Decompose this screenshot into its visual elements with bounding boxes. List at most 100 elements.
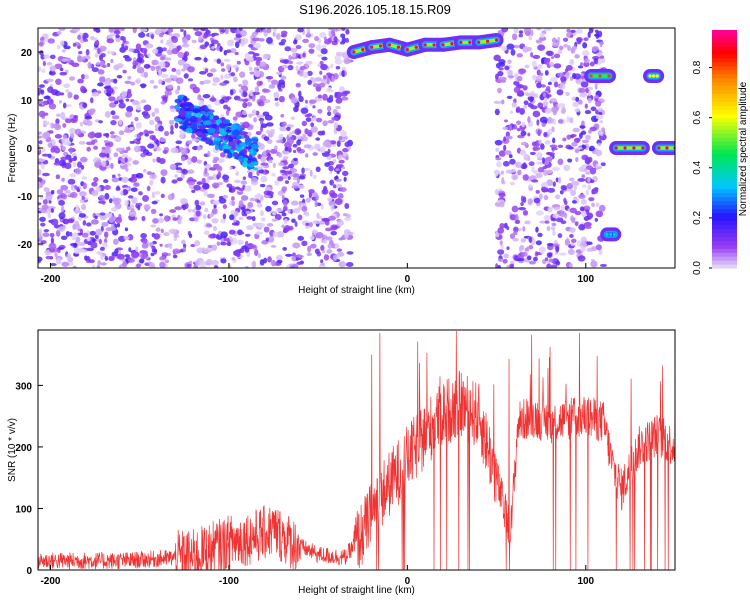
colorbar-segment xyxy=(712,73,737,79)
colorbar-segment xyxy=(712,149,737,154)
colorbar-segment xyxy=(712,105,737,110)
heatmap-feature-noise xyxy=(38,28,354,268)
snr-ytick-label: 200 xyxy=(15,443,32,454)
colorbar-segment xyxy=(712,117,737,122)
colorbar-segment xyxy=(712,89,737,95)
colorbar-segment xyxy=(712,160,737,166)
colorbar-segment xyxy=(712,109,737,114)
heatmap-xlabel: Height of straight line (km) xyxy=(298,285,415,296)
colorbar-segment xyxy=(712,256,737,261)
heatmap-xtick-label: 100 xyxy=(577,274,594,285)
colorbar-segment xyxy=(712,69,737,75)
colorbar-tick-label: 0.0 xyxy=(692,261,703,275)
colorbar-tick-label: 0.8 xyxy=(692,60,703,74)
colorbar-segment xyxy=(712,33,737,39)
colorbar-segment xyxy=(712,156,737,162)
colorbar-segment xyxy=(712,240,737,245)
heatmap-feature-track xyxy=(600,227,622,242)
colorbar-tick-label: 0.2 xyxy=(692,211,703,225)
colorbar-segment xyxy=(712,208,737,214)
colorbar-segment xyxy=(712,133,737,138)
colorbar-segment xyxy=(712,168,737,174)
heatmap-xtick-label: 0 xyxy=(405,274,411,285)
colorbar-segment xyxy=(712,176,737,182)
colorbar-segment xyxy=(712,93,737,99)
heatmap-xtick-label: -100 xyxy=(219,274,239,285)
heatmap-feature-track xyxy=(346,33,504,59)
snr-xtick-label: -200 xyxy=(40,576,60,587)
colorbar-segment xyxy=(712,184,737,190)
colorbar-segment xyxy=(712,113,737,118)
snr-series-line xyxy=(38,330,675,570)
heatmap-feature-track xyxy=(643,69,665,83)
snr-xtick-label: 0 xyxy=(405,576,411,587)
colorbar-segment xyxy=(712,172,737,178)
colorbar-segment xyxy=(712,188,737,194)
colorbar-segment xyxy=(712,236,737,241)
colorbar-segment xyxy=(712,145,737,150)
colorbar-segment xyxy=(712,212,737,218)
colorbar-segment xyxy=(712,196,737,202)
colorbar-segment xyxy=(712,57,737,63)
page-title: S196.2026.105.18.15.R09 xyxy=(299,2,451,17)
colorbar-segment xyxy=(712,244,737,249)
colorbar-segment xyxy=(712,137,737,142)
colorbar-segment xyxy=(712,224,737,229)
colorbar-segment xyxy=(712,85,737,91)
colorbar-segment xyxy=(712,232,737,237)
snr-plot-area xyxy=(38,330,675,570)
heatmap-feature-blob xyxy=(173,94,259,171)
snr-ylabel: SNR (10 * v/v) xyxy=(7,418,18,482)
colorbar-segment xyxy=(712,125,737,130)
colorbar-segment xyxy=(712,152,737,158)
colorbar-segment xyxy=(712,41,737,47)
colorbar-segment xyxy=(712,216,737,221)
heatmap-ytick-label: 0 xyxy=(26,144,32,155)
colorbar-segment xyxy=(712,81,737,87)
heatmap-ytick-label: 20 xyxy=(21,48,33,59)
snr-line-chart: -200 -100 0 100 0 100 200 300 Height of straight… xyxy=(7,329,676,596)
colorbar-segment xyxy=(712,61,737,67)
snr-xlabel: Height of straight line (km) xyxy=(298,585,415,596)
snr-xtick-label: 100 xyxy=(577,576,594,587)
colorbar-segment xyxy=(712,37,737,43)
colorbar-segment xyxy=(712,30,737,35)
colorbar-segment xyxy=(712,101,737,106)
colorbar-segment xyxy=(712,200,737,206)
colorbar-tick-label: 0.4 xyxy=(692,160,703,174)
colorbar-segment xyxy=(712,141,737,146)
heatmap-xtick-label: -200 xyxy=(40,274,60,285)
colorbar-segment xyxy=(712,220,737,225)
colorbar-segment xyxy=(712,53,737,59)
colorbar-segment xyxy=(712,192,737,198)
heatmap-plot-area xyxy=(38,28,675,268)
colorbar-segment xyxy=(712,180,737,186)
colorbar-segment xyxy=(712,129,737,134)
heatmap-feature-noise xyxy=(493,28,608,268)
heatmap-ytick-label: -20 xyxy=(18,240,33,251)
colorbar-segment xyxy=(712,228,737,233)
colorbar-segment xyxy=(712,65,737,71)
colorbar-segment xyxy=(712,204,737,210)
colorbar-segment xyxy=(712,264,737,269)
colorbar-segment xyxy=(712,260,737,265)
colorbar-segment xyxy=(712,77,737,83)
snr-ytick-label: 300 xyxy=(15,381,32,392)
colorbar-segment xyxy=(712,121,737,126)
colorbar-tick-label: 0.6 xyxy=(692,110,703,124)
colorbar-label: Normalized spectral amplitude xyxy=(738,81,749,216)
heatmap-feature-track xyxy=(651,141,675,155)
colorbar-segment xyxy=(712,164,737,170)
colorbar-segment xyxy=(712,49,737,55)
heatmap-ytick-label: -10 xyxy=(18,192,33,203)
snr-frame xyxy=(37,329,676,571)
colorbar-segment xyxy=(712,248,737,253)
colorbar-segment xyxy=(712,97,737,102)
colorbar: 0.0 0.2 0.4 0.6 0.8 Normalized spectral ampli… xyxy=(692,30,749,275)
heatmap-feature-track xyxy=(609,141,650,155)
snr-ytick-label: 100 xyxy=(15,504,32,515)
snr-ytick-label: 0 xyxy=(26,566,32,577)
colorbar-segment xyxy=(712,252,737,257)
